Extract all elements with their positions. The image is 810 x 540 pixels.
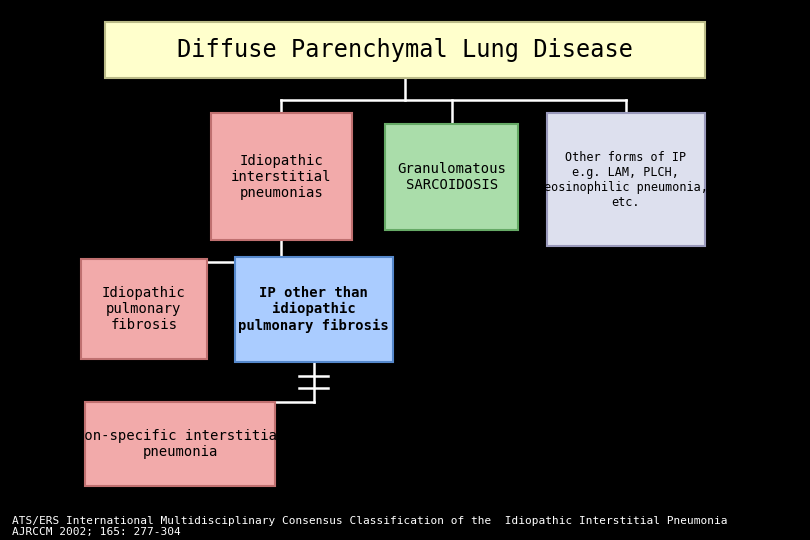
FancyBboxPatch shape (211, 113, 352, 240)
Text: IP other than
idiopathic
pulmonary fibrosis: IP other than idiopathic pulmonary fibro… (238, 286, 390, 333)
Text: Other forms of IP
e.g. LAM, PLCH,
eosinophilic pneumonia,
etc.: Other forms of IP e.g. LAM, PLCH, eosino… (544, 151, 708, 208)
FancyBboxPatch shape (235, 256, 393, 362)
Text: Granulomatous
SARCOIDOSIS: Granulomatous SARCOIDOSIS (397, 162, 506, 192)
FancyBboxPatch shape (81, 259, 207, 359)
Text: Non-specific interstitial
pneumonia: Non-specific interstitial pneumonia (75, 429, 285, 459)
FancyBboxPatch shape (105, 22, 705, 78)
Text: Idiopathic
interstitial
pneumonias: Idiopathic interstitial pneumonias (231, 154, 332, 200)
Text: Diffuse Parenchymal Lung Disease: Diffuse Parenchymal Lung Disease (177, 38, 633, 62)
Text: Idiopathic
pulmonary
fibrosis: Idiopathic pulmonary fibrosis (102, 286, 185, 332)
FancyBboxPatch shape (385, 124, 518, 230)
FancyBboxPatch shape (85, 402, 275, 486)
Text: ATS/ERS International Multidisciplinary Consensus Classification of the  Idiopat: ATS/ERS International Multidisciplinary … (12, 516, 727, 537)
FancyBboxPatch shape (547, 113, 705, 246)
